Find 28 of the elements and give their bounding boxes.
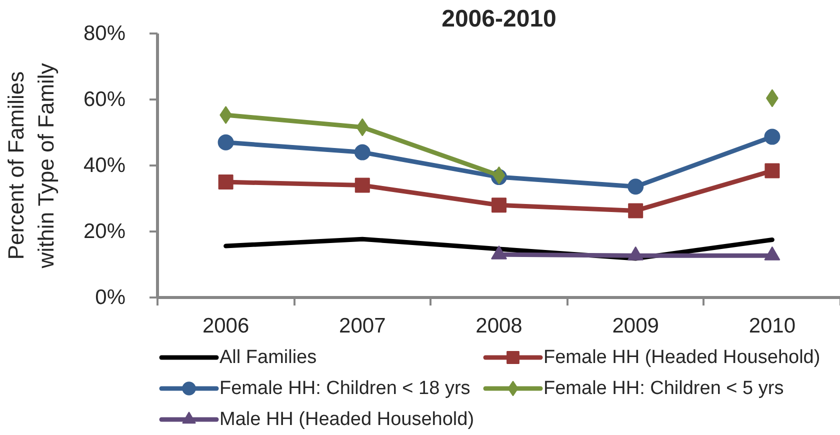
y-tick-label: 80% — [83, 22, 126, 45]
legend-label: Female HH: Children < 18 yrs — [220, 378, 470, 399]
x-tick-label: 2006 — [202, 314, 250, 338]
legend-label: Female HH (Headed Household) — [544, 347, 820, 368]
y-tick-label: 60% — [83, 88, 126, 111]
point — [764, 163, 780, 178]
x-tick-label: 2008 — [476, 314, 522, 338]
y-axis-title: Percent of Families within Type of Family — [3, 63, 58, 270]
point — [354, 144, 370, 160]
point — [218, 134, 234, 150]
y-tick-label: 40% — [83, 154, 126, 177]
point — [218, 174, 234, 190]
chart-title: 2006-2010 — [442, 6, 556, 32]
point — [492, 166, 506, 184]
legend-label: All Families — [220, 347, 317, 368]
y-tick-label: 0% — [95, 286, 126, 309]
legend-label: Male HH (Headed Household) — [220, 409, 474, 430]
point — [492, 198, 506, 213]
point — [628, 203, 644, 218]
x-tick-label: 2009 — [612, 314, 659, 338]
x-tick-label: 2010 — [748, 314, 796, 338]
x-tick-label: 2007 — [339, 314, 386, 338]
point — [354, 178, 370, 193]
y-tick-label: 20% — [83, 220, 126, 243]
legend-label: Female HH: Children < 5 yrs — [544, 378, 784, 399]
point — [356, 118, 369, 136]
point — [764, 128, 780, 145]
point — [628, 178, 644, 195]
